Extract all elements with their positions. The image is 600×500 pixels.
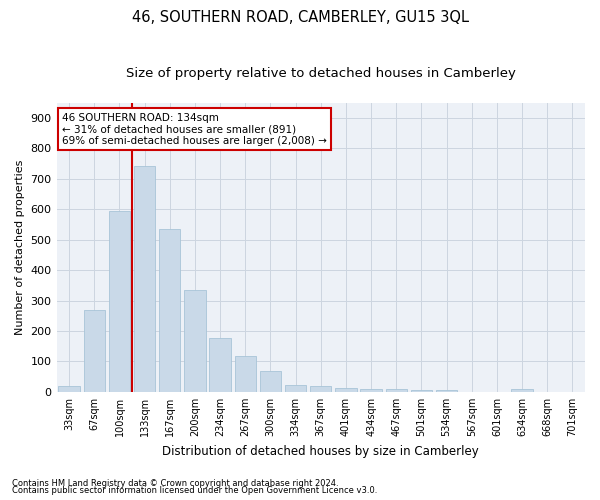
Text: Contains public sector information licensed under the Open Government Licence v3: Contains public sector information licen… <box>12 486 377 495</box>
Bar <box>83 310 105 392</box>
Bar <box>511 390 533 392</box>
Bar <box>386 390 407 392</box>
Bar <box>109 210 130 392</box>
Bar <box>134 166 155 392</box>
Bar <box>436 390 457 392</box>
Bar <box>235 356 256 392</box>
Bar <box>209 338 231 392</box>
Bar <box>310 386 331 392</box>
Text: 46, SOUTHERN ROAD, CAMBERLEY, GU15 3QL: 46, SOUTHERN ROAD, CAMBERLEY, GU15 3QL <box>131 10 469 25</box>
Text: 46 SOUTHERN ROAD: 134sqm
← 31% of detached houses are smaller (891)
69% of semi-: 46 SOUTHERN ROAD: 134sqm ← 31% of detach… <box>62 112 327 146</box>
Bar <box>260 371 281 392</box>
Bar <box>411 390 432 392</box>
Y-axis label: Number of detached properties: Number of detached properties <box>15 160 25 335</box>
Bar <box>58 386 80 392</box>
Bar <box>361 389 382 392</box>
Text: Contains HM Land Registry data © Crown copyright and database right 2024.: Contains HM Land Registry data © Crown c… <box>12 478 338 488</box>
Bar <box>184 290 206 392</box>
Title: Size of property relative to detached houses in Camberley: Size of property relative to detached ho… <box>126 68 516 80</box>
Bar <box>335 388 356 392</box>
Bar <box>159 229 181 392</box>
Bar <box>285 385 307 392</box>
X-axis label: Distribution of detached houses by size in Camberley: Distribution of detached houses by size … <box>163 444 479 458</box>
